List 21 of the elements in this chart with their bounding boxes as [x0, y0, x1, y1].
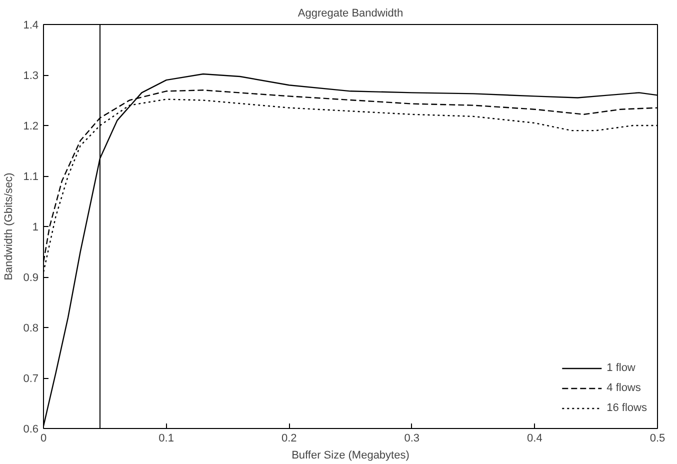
y-tick-label: 0.8: [23, 322, 39, 334]
x-tick-label: 0.4: [527, 432, 542, 444]
legend-label: 4 flows: [606, 382, 641, 394]
chart-title: Aggregate Bandwidth: [298, 8, 404, 20]
x-tick-label: 0.5: [650, 432, 666, 444]
y-tick-label: 1.3: [23, 70, 39, 82]
x-tick-label: 0.1: [158, 432, 174, 444]
y-tick-label: 1.2: [23, 120, 39, 132]
legend-label: 16 flows: [606, 402, 647, 414]
y-tick-label: 0.6: [23, 424, 39, 436]
y-axis-title: Bandwidth (Gbits/sec): [3, 172, 16, 280]
y-tick-label: 1.4: [23, 20, 39, 32]
y-tick-label: 1.1: [23, 171, 39, 183]
y-tick-label: 0.9: [23, 272, 39, 284]
legend-label: 1 flow: [606, 362, 636, 374]
x-axis-title: Buffer Size (Megabytes): [292, 450, 410, 462]
x-tick-label: 0.2: [281, 432, 297, 444]
y-tick-label: 0.7: [23, 373, 39, 385]
x-tick-label: 0: [40, 432, 47, 444]
x-tick-label: 0.3: [404, 432, 420, 444]
y-tick-label: 1: [32, 222, 39, 234]
